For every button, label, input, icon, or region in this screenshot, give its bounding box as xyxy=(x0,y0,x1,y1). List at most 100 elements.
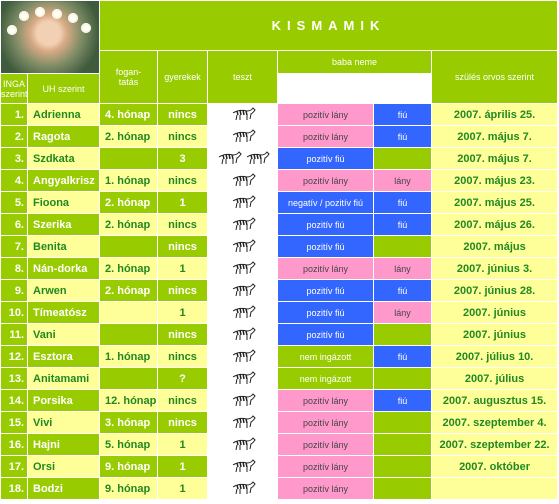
row-month: 5. hónap xyxy=(99,433,158,456)
row-uh xyxy=(373,367,432,390)
row-test xyxy=(207,103,278,126)
row-month: 12. hónap xyxy=(99,389,158,412)
row-number: 4. xyxy=(0,169,28,192)
row-month: 9. hónap xyxy=(99,455,158,478)
col-inga: INGA szerint xyxy=(0,73,28,104)
row-test xyxy=(207,411,278,434)
row-kids: nincs xyxy=(157,169,208,192)
row-name: Adrienna xyxy=(27,103,100,126)
col-szules: szülés orvos szerint xyxy=(430,50,559,104)
zebra-icon xyxy=(229,303,257,321)
row-test xyxy=(207,345,278,368)
row-month: 2. hónap xyxy=(99,213,158,236)
row-kids: 1 xyxy=(157,301,208,324)
row-number: 1. xyxy=(0,103,28,126)
row-month: 9. hónap xyxy=(99,477,158,500)
row-name: Anitamami xyxy=(27,367,100,390)
zebra-icon xyxy=(229,105,257,123)
row-kids: nincs xyxy=(157,235,208,258)
table-row: 15. Vivi 3. hónap nincs pozitív lány 2007. sz… xyxy=(0,411,559,434)
zebra-icon xyxy=(243,149,271,167)
row-number: 15. xyxy=(0,411,28,434)
row-date: 2007. május 26. xyxy=(430,213,559,236)
table-row: 18. Bodzi 9. hónap 1 pozitív lány xyxy=(0,477,559,500)
baby-photo xyxy=(0,0,100,74)
row-date: 2007. június xyxy=(430,301,559,324)
row-uh: fiú xyxy=(373,345,432,368)
row-kids: 1 xyxy=(157,257,208,280)
zebra-icon xyxy=(229,391,257,409)
row-uh: lány xyxy=(373,169,432,192)
row-kids: 3 xyxy=(157,147,208,170)
row-name: Bodzi xyxy=(27,477,100,500)
row-name: Porsika xyxy=(27,389,100,412)
table-row: 4. Angyalkrisz 1. hónap nincs pozitív lány lá… xyxy=(0,169,559,192)
row-date: 2007. május 7. xyxy=(430,147,559,170)
row-uh xyxy=(373,433,432,456)
row-uh: lány xyxy=(373,257,432,280)
row-date: 2007. augusztus 15. xyxy=(430,389,559,412)
col-teszt: teszt xyxy=(207,50,278,104)
row-number: 18. xyxy=(0,477,28,500)
row-number: 16. xyxy=(0,433,28,456)
row-number: 13. xyxy=(0,367,28,390)
row-number: 10. xyxy=(0,301,28,324)
table-row: 10. Tímeatósz 1 pozitív fiú lány 2007. június xyxy=(0,301,559,324)
row-inga: pozitív fiú xyxy=(277,235,374,258)
row-uh: fiú xyxy=(373,279,432,302)
row-test xyxy=(207,125,278,148)
row-kids: 1 xyxy=(157,433,208,456)
table-row: 5. Fioona 2. hónap 1 negatív / pozitív fiú fi… xyxy=(0,191,559,214)
row-name: Fioona xyxy=(27,191,100,214)
row-date: 2007. június 3. xyxy=(430,257,559,280)
table-row: 3. Szdkata 3 pozitív fiú 2007. május 7. xyxy=(0,147,559,170)
zebra-icon xyxy=(229,127,257,145)
row-name: Vivi xyxy=(27,411,100,434)
row-number: 5. xyxy=(0,191,28,214)
row-number: 2. xyxy=(0,125,28,148)
table-row: 17. Orsi 9. hónap 1 pozitív lány 2007. októbe… xyxy=(0,455,559,478)
row-inga: negatív / pozitív fiú xyxy=(277,191,374,214)
row-inga: pozitív lány xyxy=(277,455,374,478)
row-name: Szdkata xyxy=(27,147,100,170)
row-uh xyxy=(373,147,432,170)
row-inga: pozitív lány xyxy=(277,411,374,434)
col-fogantatas: fogan- tatás xyxy=(99,50,158,104)
row-inga: pozitív fiú xyxy=(277,279,374,302)
row-test xyxy=(207,323,278,346)
table-row: 6. Szerika 2. hónap nincs pozitív fiú fiú 2007… xyxy=(0,213,559,236)
row-test xyxy=(207,301,278,324)
zebra-icon xyxy=(229,259,257,277)
row-kids: 1 xyxy=(157,455,208,478)
row-date: 2007. május xyxy=(430,235,559,258)
row-inga: pozitív fiú xyxy=(277,147,374,170)
row-uh xyxy=(373,235,432,258)
row-uh xyxy=(373,323,432,346)
row-month: 2. hónap xyxy=(99,125,158,148)
row-uh: fiú xyxy=(373,213,432,236)
row-inga: pozitív lány xyxy=(277,477,374,500)
row-uh xyxy=(373,455,432,478)
row-kids: nincs xyxy=(157,213,208,236)
table-row: 16. Hajni 5. hónap 1 pozitív lány 2007. szept… xyxy=(0,433,559,456)
row-kids: nincs xyxy=(157,389,208,412)
zebra-icon xyxy=(229,193,257,211)
row-number: 17. xyxy=(0,455,28,478)
row-inga: pozitív lány xyxy=(277,257,374,280)
row-date: 2007. július 10. xyxy=(430,345,559,368)
table-row: 1. Adrienna 4. hónap nincs pozitív lány fiú 20… xyxy=(0,103,559,126)
row-kids: nincs xyxy=(157,125,208,148)
row-test xyxy=(207,455,278,478)
table-row: 13. Anitamami? nem ingázott 2007. július xyxy=(0,367,559,390)
row-inga: pozitív lány xyxy=(277,433,374,456)
row-kids: nincs xyxy=(157,323,208,346)
row-test xyxy=(207,279,278,302)
row-month xyxy=(99,323,158,346)
row-number: 7. xyxy=(0,235,28,258)
row-month xyxy=(99,301,158,324)
row-number: 9. xyxy=(0,279,28,302)
row-date: 2007. június 28. xyxy=(430,279,559,302)
zebra-icon xyxy=(229,325,257,343)
row-test xyxy=(207,235,278,258)
row-test xyxy=(207,433,278,456)
